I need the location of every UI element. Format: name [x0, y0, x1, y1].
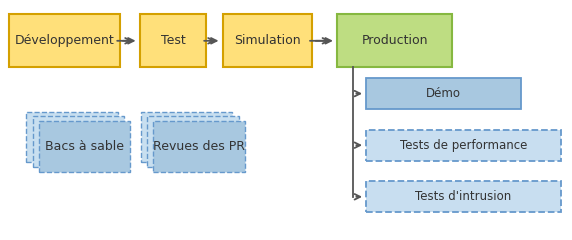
Text: Démo: Démo: [426, 87, 461, 100]
FancyBboxPatch shape: [26, 112, 118, 162]
Text: Développement: Développement: [14, 34, 114, 47]
FancyBboxPatch shape: [337, 14, 452, 67]
FancyBboxPatch shape: [39, 121, 130, 172]
FancyBboxPatch shape: [153, 121, 245, 172]
FancyBboxPatch shape: [140, 14, 206, 67]
Text: Test: Test: [161, 34, 185, 47]
FancyBboxPatch shape: [141, 112, 232, 162]
Text: Production: Production: [362, 34, 428, 47]
Text: Bacs à sable: Bacs à sable: [45, 140, 124, 153]
Text: Simulation: Simulation: [234, 34, 301, 47]
FancyBboxPatch shape: [33, 116, 124, 167]
Text: Revues des PR: Revues des PR: [153, 140, 245, 153]
FancyBboxPatch shape: [147, 116, 239, 167]
FancyBboxPatch shape: [9, 14, 120, 67]
FancyBboxPatch shape: [366, 181, 561, 212]
FancyBboxPatch shape: [366, 130, 561, 161]
Text: Tests de performance: Tests de performance: [400, 139, 527, 152]
Text: Tests d'intrusion: Tests d'intrusion: [415, 190, 511, 203]
FancyBboxPatch shape: [223, 14, 312, 67]
FancyBboxPatch shape: [366, 78, 521, 109]
